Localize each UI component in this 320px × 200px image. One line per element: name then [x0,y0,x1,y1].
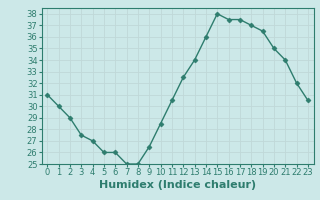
X-axis label: Humidex (Indice chaleur): Humidex (Indice chaleur) [99,180,256,190]
